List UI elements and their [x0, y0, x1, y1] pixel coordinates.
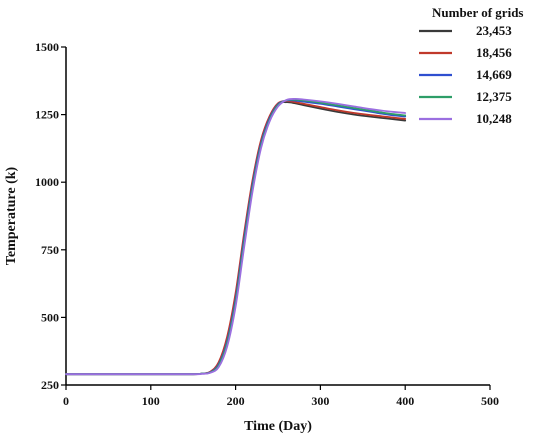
x-tick-label: 500 [481, 394, 499, 408]
series-line-5 [65, 98, 407, 376]
legend-label: 23,453 [476, 23, 512, 38]
series-line-3 [65, 99, 407, 376]
x-axis-label: Time (Day) [244, 419, 312, 434]
y-tick-label: 1000 [35, 175, 59, 189]
y-tick-label: 1250 [35, 108, 59, 122]
series-lines [65, 98, 407, 376]
legend-label: 18,456 [476, 45, 512, 60]
x-tick-label: 400 [396, 394, 414, 408]
y-tick-label: 750 [41, 243, 59, 257]
series-line-1 [65, 101, 407, 376]
x-tick-label: 200 [227, 394, 245, 408]
y-ticks: 250 500 750 1000 1250 1500 [35, 40, 66, 392]
legend-label: 12,375 [476, 89, 512, 104]
legend-label: 10,248 [476, 111, 512, 126]
axes [65, 47, 490, 386]
y-tick-label: 1500 [35, 40, 59, 54]
legend-title: Number of grids [432, 5, 523, 20]
y-tick-label: 250 [41, 378, 59, 392]
series-line-4 [65, 98, 407, 376]
y-tick-label: 500 [41, 310, 59, 324]
x-tick-label: 0 [63, 394, 69, 408]
legend-label: 14,669 [476, 67, 512, 82]
y-axis-label: Temperature (k) [4, 166, 19, 265]
legend: Number of grids 23,453 18,456 14,669 12,375… [419, 5, 523, 126]
x-tick-label: 100 [142, 394, 160, 408]
x-tick-label: 300 [311, 394, 329, 408]
series-line-2 [65, 100, 407, 376]
x-ticks: 0 100 200 300 400 500 [63, 385, 499, 408]
